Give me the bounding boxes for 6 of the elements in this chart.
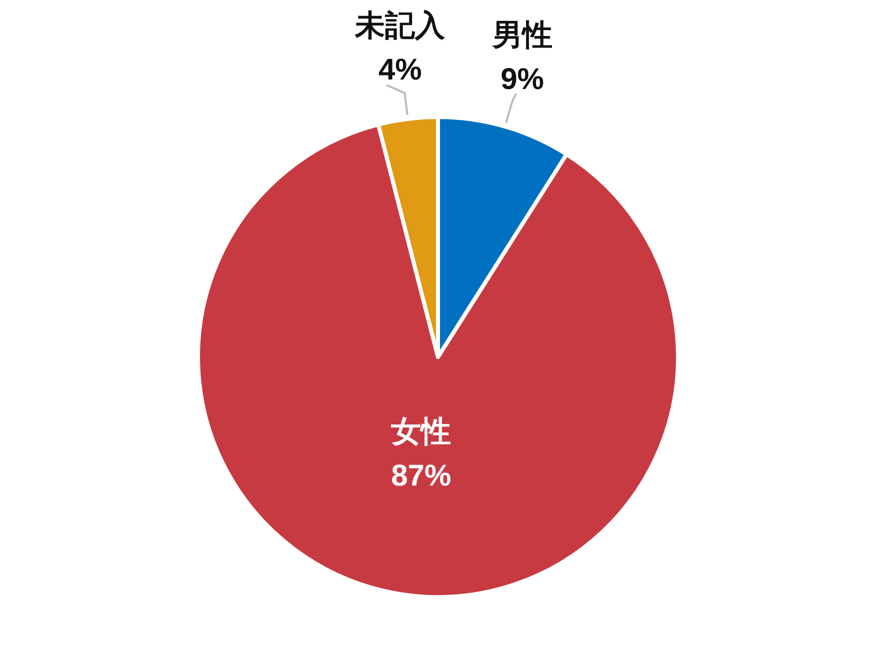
data-label: 4%	[378, 53, 422, 86]
slice-label: 男性	[491, 18, 552, 52]
data-label: 9%	[500, 62, 544, 96]
slice-label: 女性	[390, 416, 452, 449]
slice-label: 未記入	[354, 9, 446, 42]
data-label: 87%	[391, 460, 452, 493]
